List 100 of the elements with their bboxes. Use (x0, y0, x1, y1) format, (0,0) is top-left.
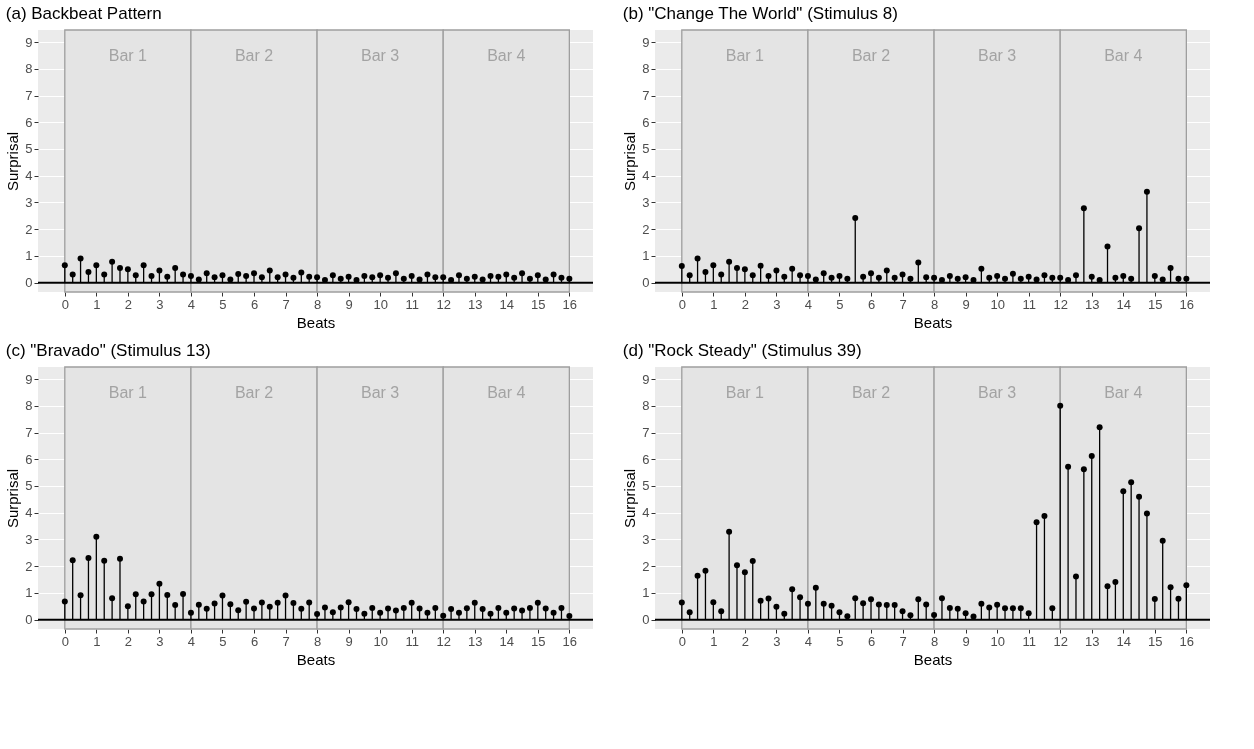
y-tick-label: 4 (642, 168, 650, 184)
y-tick-label: 0 (642, 612, 650, 628)
x-tick-label: 4 (804, 296, 813, 312)
y-tick-label: 1 (25, 248, 33, 264)
y-tick-label: 1 (642, 585, 650, 601)
y-tick-label: 5 (25, 141, 33, 157)
band-label: Bar 4 (487, 384, 526, 401)
x-tick-label: 11 (1022, 296, 1036, 312)
band-label: Bar 1 (725, 384, 765, 401)
y-tick-label: 9 (25, 34, 33, 50)
x-tick-label: 1 (710, 296, 718, 312)
x-tick-label: 8 (930, 633, 939, 649)
x-tick-label: 16 (562, 296, 578, 312)
x-tick-label: 7 (282, 633, 290, 649)
x-tick-label: 5 (836, 633, 844, 649)
x-tick-label: 1 (93, 633, 101, 649)
y-tick-label: 4 (642, 505, 650, 521)
x-tick-label: 13 (1085, 633, 1100, 649)
y-tick-label: 7 (642, 425, 650, 440)
x-tick-label: 2 (741, 296, 749, 312)
y-tick-label: 5 (642, 478, 650, 494)
y-tick-label: 8 (25, 398, 33, 414)
x-tick-label: 16 (562, 633, 578, 649)
x-tick-label: 10 (990, 296, 1005, 312)
x-tick-label: 9 (345, 296, 353, 312)
x-tick-label: 0 (61, 296, 69, 312)
y-axis-title: Surprisal (621, 468, 639, 529)
y-tick-label: 0 (25, 275, 33, 291)
x-axis-title: Beats (913, 313, 953, 331)
x-tick-label: 5 (219, 296, 227, 312)
x-tick-label: 3 (156, 296, 164, 312)
x-axis-title: Beats (296, 650, 336, 668)
y-tick-label: 4 (25, 168, 33, 184)
x-tick-label: 11 (405, 633, 419, 649)
band-label: Bar 3 (361, 384, 400, 401)
band-label: Bar 2 (234, 47, 274, 64)
y-tick-label: 7 (25, 88, 33, 103)
chart-title: (b) "Change The World" (Stimulus 8) (622, 4, 898, 24)
y-tick-label: 0 (25, 612, 33, 628)
band-label: Bar 3 (978, 384, 1017, 401)
y-axis-title: Surprisal (621, 131, 639, 192)
x-tick-label: 14 (1116, 633, 1132, 649)
x-tick-label: 14 (499, 633, 515, 649)
x-tick-label: 13 (468, 633, 483, 649)
band-label: Bar 4 (487, 47, 526, 64)
y-tick-label: 5 (642, 141, 650, 157)
band-label: Bar 4 (1104, 47, 1143, 64)
x-tick-label: 0 (678, 633, 686, 649)
x-tick-label: 12 (1053, 296, 1068, 312)
x-tick-label: 7 (282, 296, 290, 312)
y-tick-label: 4 (25, 505, 33, 521)
x-tick-label: 1 (93, 296, 101, 312)
y-tick-label: 1 (25, 585, 33, 601)
band-label: Bar 2 (234, 384, 274, 401)
x-tick-label: 3 (773, 296, 781, 312)
x-tick-label: 16 (1179, 633, 1195, 649)
x-tick-label: 8 (313, 633, 322, 649)
x-tick-label: 5 (836, 296, 844, 312)
x-tick-label: 8 (313, 296, 322, 312)
y-tick-label: 9 (25, 371, 33, 387)
y-tick-label: 5 (25, 478, 33, 494)
y-tick-label: 2 (642, 221, 650, 237)
x-tick-label: 2 (741, 633, 749, 649)
band-label: Bar 4 (1104, 384, 1143, 401)
y-tick-label: 2 (642, 558, 650, 574)
x-tick-label: 15 (531, 633, 546, 649)
y-tick-label: 7 (25, 425, 33, 440)
x-tick-label: 10 (990, 633, 1005, 649)
band-label: Bar 3 (361, 47, 400, 64)
y-tick-label: 6 (25, 114, 33, 130)
x-tick-label: 16 (1179, 296, 1195, 312)
y-tick-label: 6 (25, 451, 33, 467)
x-tick-label: 2 (124, 633, 132, 649)
x-tick-label: 12 (436, 633, 451, 649)
x-tick-label: 13 (468, 296, 483, 312)
x-tick-label: 11 (405, 296, 419, 312)
x-tick-label: 3 (773, 633, 781, 649)
band-label: Bar 2 (851, 384, 891, 401)
band-label: Bar 2 (851, 47, 891, 64)
x-tick-label: 7 (899, 633, 907, 649)
x-tick-label: 10 (373, 296, 388, 312)
y-tick-label: 3 (642, 194, 650, 210)
x-tick-label: 6 (250, 633, 259, 649)
band-label: Bar 3 (978, 47, 1017, 64)
x-tick-label: 13 (1085, 296, 1100, 312)
band-label: Bar 1 (108, 47, 148, 64)
y-axis-title: Surprisal (4, 131, 22, 192)
x-tick-label: 6 (867, 633, 876, 649)
x-axis-title: Beats (913, 650, 953, 668)
y-tick-label: 2 (25, 558, 33, 574)
x-tick-label: 12 (1053, 633, 1068, 649)
y-tick-label: 2 (25, 221, 33, 237)
x-tick-label: 15 (1148, 296, 1163, 312)
x-tick-label: 4 (187, 633, 196, 649)
x-tick-label: 9 (345, 633, 353, 649)
y-tick-label: 7 (642, 88, 650, 103)
x-tick-label: 3 (156, 633, 164, 649)
y-axis-title: Surprisal (4, 468, 22, 529)
x-axis-title: Beats (296, 313, 336, 331)
y-tick-label: 6 (642, 114, 650, 130)
